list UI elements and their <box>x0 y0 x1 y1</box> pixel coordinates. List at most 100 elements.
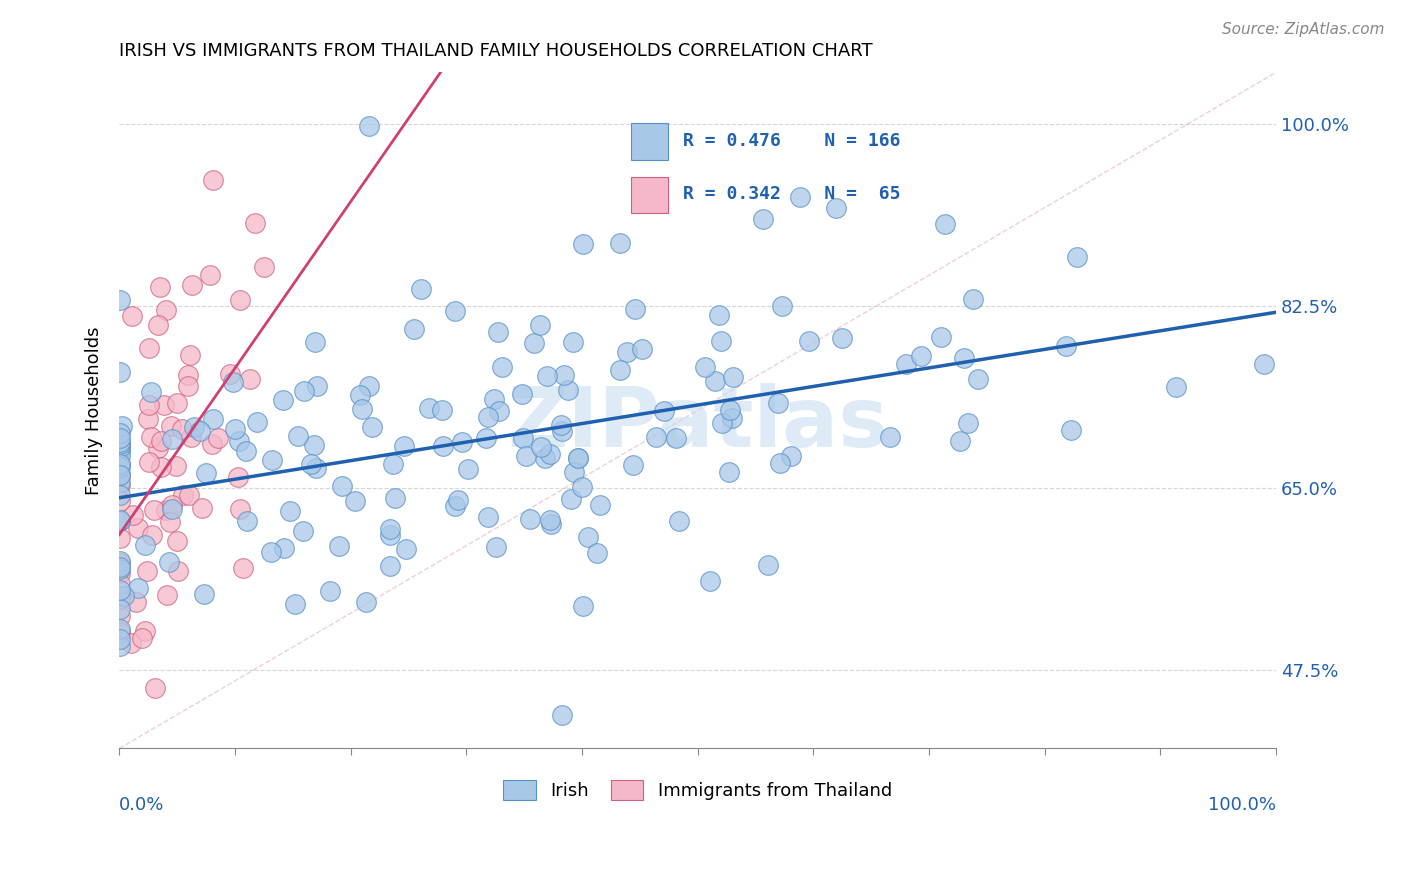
Point <box>191 500 214 515</box>
Point <box>359 378 381 392</box>
Point <box>110 468 132 483</box>
Point <box>177 368 200 382</box>
Point <box>711 416 734 430</box>
Point <box>299 457 322 471</box>
Point <box>120 636 142 650</box>
Point <box>110 624 132 639</box>
Point <box>538 446 561 460</box>
Point <box>136 564 159 578</box>
Point <box>112 589 135 603</box>
Point <box>160 419 183 434</box>
Point <box>953 351 976 366</box>
Point <box>485 540 508 554</box>
Point <box>110 478 132 492</box>
Point <box>110 487 132 501</box>
Point <box>292 524 315 538</box>
Point <box>146 318 169 332</box>
Point <box>224 422 246 436</box>
Point <box>218 368 240 382</box>
Point <box>260 453 283 467</box>
Point <box>110 632 132 646</box>
Point <box>624 301 647 316</box>
Point <box>273 541 295 555</box>
Point <box>176 379 198 393</box>
Point <box>110 639 132 653</box>
Point <box>110 437 132 451</box>
Point <box>183 419 205 434</box>
Point <box>243 216 266 230</box>
Point <box>529 318 551 333</box>
Point <box>193 587 215 601</box>
Point <box>557 383 579 397</box>
Point <box>576 531 599 545</box>
Point <box>328 539 350 553</box>
Point <box>110 441 132 455</box>
Point <box>150 460 173 475</box>
Point <box>380 528 402 542</box>
Point <box>131 631 153 645</box>
Point <box>948 434 970 448</box>
Point <box>162 499 184 513</box>
Point <box>207 431 229 445</box>
Point <box>756 558 779 573</box>
Point <box>721 411 744 425</box>
Point <box>190 424 212 438</box>
Point <box>510 387 533 401</box>
Point <box>305 460 328 475</box>
Point <box>929 330 952 344</box>
Point <box>110 494 132 508</box>
Point <box>201 411 224 425</box>
Point <box>166 533 188 548</box>
Point <box>477 409 499 424</box>
Point <box>195 467 218 481</box>
Point <box>572 236 595 251</box>
Point <box>551 707 574 722</box>
Point <box>430 403 453 417</box>
Point <box>160 432 183 446</box>
Point <box>110 566 132 580</box>
Point <box>166 564 188 578</box>
Point <box>718 465 741 479</box>
Point <box>354 594 377 608</box>
Point <box>302 438 325 452</box>
Point <box>382 457 405 471</box>
Point <box>159 515 181 529</box>
Point <box>110 556 132 570</box>
Point <box>228 434 250 449</box>
Point <box>146 441 169 455</box>
Point <box>484 392 506 406</box>
Point <box>157 555 180 569</box>
Point <box>110 449 132 463</box>
Point <box>110 434 132 449</box>
Point <box>330 478 353 492</box>
Point <box>621 458 644 472</box>
Point <box>156 588 179 602</box>
Point <box>797 334 820 348</box>
Point <box>519 512 541 526</box>
Point <box>609 235 631 250</box>
Point <box>236 514 259 528</box>
Point <box>110 431 132 445</box>
Point <box>121 309 143 323</box>
Point <box>143 503 166 517</box>
Point <box>718 403 741 417</box>
Point <box>561 334 583 349</box>
Point <box>934 217 956 231</box>
Point <box>768 395 790 409</box>
Point <box>134 624 156 639</box>
Point <box>110 475 132 490</box>
Point <box>127 581 149 595</box>
Point <box>229 293 252 308</box>
Point <box>395 542 418 557</box>
Point <box>201 173 224 187</box>
Point <box>110 444 132 458</box>
Point <box>111 419 134 434</box>
Point <box>110 583 132 598</box>
Point <box>110 577 132 591</box>
Point <box>475 431 498 445</box>
Point <box>222 375 245 389</box>
Point <box>127 520 149 534</box>
Point <box>571 480 593 494</box>
Point <box>292 384 315 398</box>
Point <box>246 415 269 429</box>
